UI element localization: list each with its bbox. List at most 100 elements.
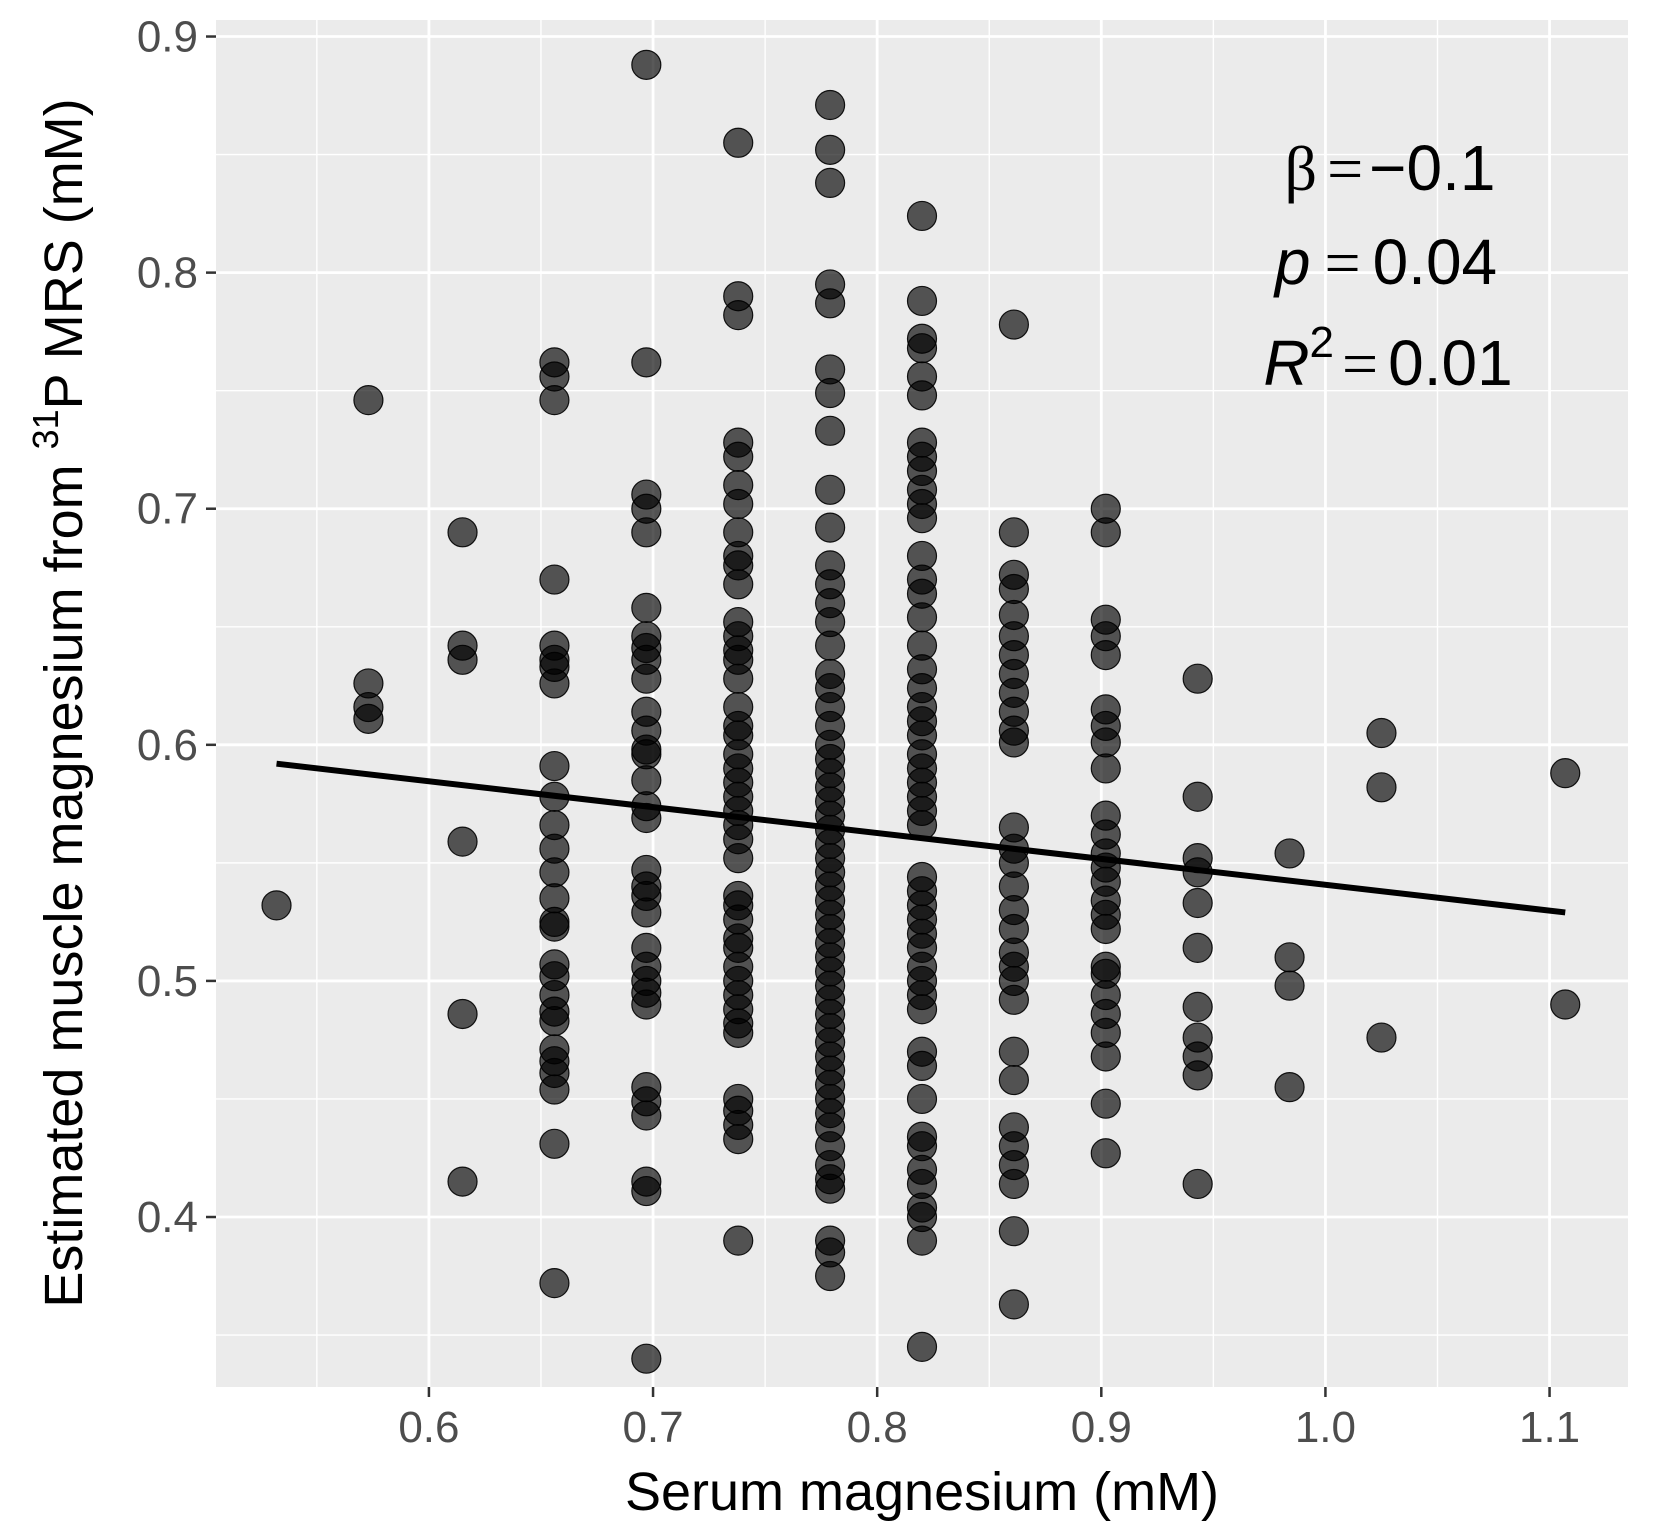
data-point — [1090, 1138, 1121, 1169]
data-point — [906, 994, 938, 1025]
x-tick-label: 0.8 — [847, 1403, 908, 1452]
annotation-beta: β =−0.1 — [1285, 132, 1496, 204]
data-point — [906, 503, 938, 534]
data-point — [1182, 991, 1213, 1022]
y-tick-label: 0.9 — [137, 13, 198, 62]
data-point — [631, 739, 662, 770]
x-tick-label: 0.6 — [398, 1403, 459, 1452]
data-point — [631, 663, 662, 694]
data-point — [1090, 1041, 1121, 1072]
data-point — [1550, 989, 1581, 1020]
data-point — [539, 1268, 570, 1299]
data-point — [1366, 717, 1397, 749]
data-point — [815, 134, 846, 165]
data-point — [539, 857, 570, 888]
y-tick-label: 0.5 — [137, 957, 198, 1006]
data-point — [998, 309, 1029, 340]
data-point — [998, 1289, 1029, 1320]
data-point — [539, 1005, 570, 1037]
data-point — [1366, 772, 1397, 803]
data-point — [631, 517, 662, 548]
regression-line — [276, 760, 1566, 916]
data-point — [906, 1083, 938, 1115]
data-point — [723, 1123, 754, 1155]
data-point — [631, 347, 662, 378]
data-point — [723, 441, 754, 472]
data-point — [815, 1173, 846, 1204]
data-point — [1182, 663, 1213, 694]
data-point — [815, 89, 846, 121]
data-point — [998, 1216, 1029, 1247]
data-point — [998, 984, 1029, 1015]
data-point — [1090, 753, 1121, 784]
data-point — [631, 897, 662, 928]
data-point — [631, 1100, 662, 1131]
data-point — [539, 1074, 570, 1105]
data-point — [539, 385, 570, 416]
p-eq: = — [1324, 227, 1360, 298]
data-point — [353, 385, 384, 416]
data-point — [631, 592, 662, 623]
data-point — [1366, 1022, 1397, 1053]
data-point — [1090, 727, 1121, 758]
y-tick-label: 0.4 — [137, 1193, 198, 1242]
data-point — [723, 127, 754, 158]
data-point — [998, 1064, 1029, 1096]
data-point — [631, 1175, 662, 1207]
data-point — [1090, 517, 1121, 548]
data-point — [1182, 1168, 1213, 1200]
y-tick-label: 0.6 — [137, 721, 198, 770]
data-point — [1090, 1088, 1121, 1119]
data-point — [539, 564, 570, 595]
y-axis-title-sup: 31 — [25, 409, 66, 449]
x-axis-ticks: 0.6 0.7 0.8 0.9 1.0 1.1 — [398, 1387, 1580, 1452]
y-tick-label: 0.8 — [137, 249, 198, 298]
data-point — [539, 1128, 570, 1159]
data-point — [1550, 758, 1581, 789]
r-eq: = — [1342, 328, 1378, 399]
data-point — [815, 167, 846, 199]
x-axis-title: Serum magnesium (mM) — [625, 1462, 1219, 1522]
data-point — [723, 1017, 754, 1048]
data-point — [815, 288, 846, 319]
data-point — [723, 843, 754, 874]
beta-eq: = — [1327, 133, 1363, 204]
data-point — [1274, 1072, 1305, 1103]
data-point — [1182, 932, 1213, 963]
annotation-p: p = 0.04 — [1273, 226, 1497, 298]
data-point — [1274, 838, 1305, 869]
data-point — [539, 668, 570, 699]
data-point — [998, 517, 1029, 548]
x-tick-label: 0.7 — [622, 1403, 683, 1452]
data-point — [815, 630, 846, 661]
data-point — [631, 49, 662, 80]
x-tick-label: 1.1 — [1519, 1403, 1580, 1452]
data-point — [261, 890, 292, 921]
data-point — [998, 727, 1029, 758]
data-point — [723, 1225, 754, 1256]
y-axis-title-main: Estimated muscle magnesium from — [34, 449, 94, 1307]
data-point — [906, 1225, 938, 1256]
beta-symbol: β — [1285, 133, 1318, 204]
data-point — [539, 911, 570, 942]
data-point — [906, 1050, 938, 1082]
data-point — [631, 1343, 662, 1374]
data-point — [631, 989, 662, 1020]
data-point — [998, 573, 1029, 605]
data-point — [723, 663, 754, 694]
r-value: 0.01 — [1388, 327, 1513, 399]
data-point — [906, 285, 938, 317]
data-points — [261, 49, 1581, 1374]
data-point — [1090, 913, 1121, 945]
r-symbol: R — [1263, 327, 1309, 399]
data-point — [815, 474, 846, 505]
y-tick-label: 0.7 — [137, 485, 198, 534]
r-sup: 2 — [1310, 318, 1334, 367]
data-point — [815, 512, 846, 543]
y-axis-title-tail: P MRS (mM) — [34, 98, 94, 409]
y-axis-title: Estimated muscle magnesium from 31P MRS … — [25, 98, 94, 1307]
data-point — [998, 1168, 1029, 1200]
data-point — [906, 602, 938, 633]
